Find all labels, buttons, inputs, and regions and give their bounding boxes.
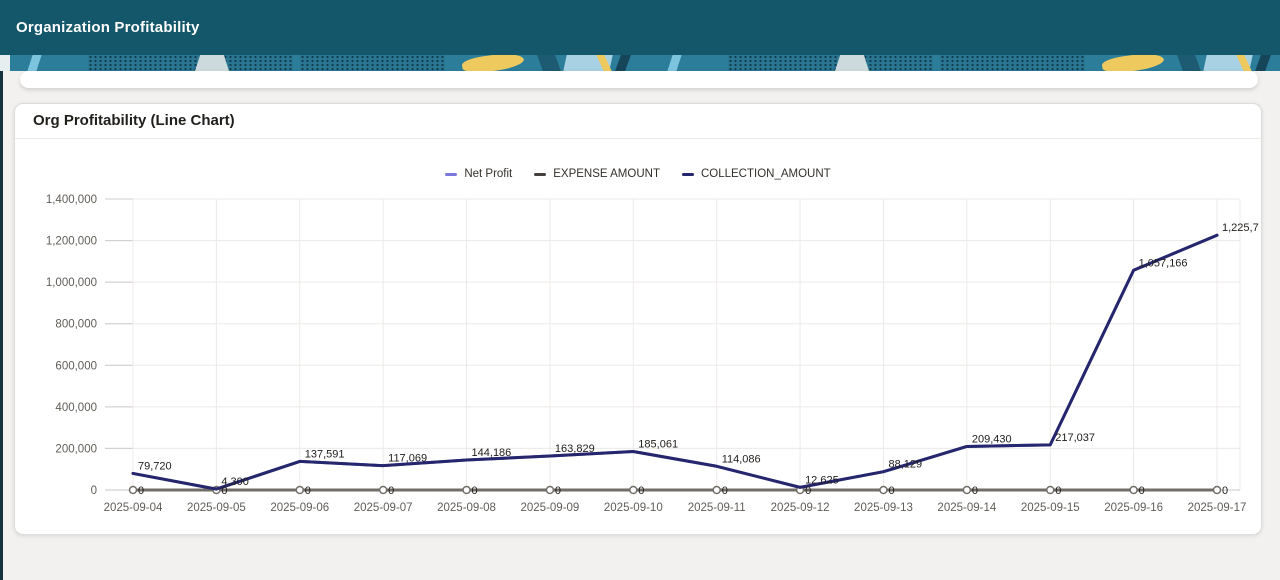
data-point-marker[interactable] (712, 485, 721, 495)
legend-item-expense-amount[interactable]: EXPENSE AMOUNT (534, 168, 660, 180)
legend-item-net-profit[interactable]: Net Profit (445, 168, 512, 180)
legend-label: COLLECTION_AMOUNT (700, 168, 831, 180)
data-point-label: 0 (388, 485, 394, 497)
chart-card: Org Profitability (Line Chart) (14, 103, 1262, 535)
banner-shape (195, 55, 229, 71)
x-axis-tick-label: 2025-09-13 (854, 502, 913, 514)
y-axis-tick-label: 800,000 (55, 319, 97, 331)
x-axis-tick-label: 2025-09-04 (104, 502, 163, 514)
banner-shape (728, 55, 933, 71)
legend-dash-icon (681, 172, 694, 176)
data-point-marker[interactable] (1129, 485, 1138, 495)
data-point-label: 217,037 (1055, 432, 1095, 444)
data-point-marker[interactable] (1045, 485, 1055, 495)
data-point-label: 0 (972, 485, 978, 497)
data-point-label: 79,720 (138, 460, 172, 472)
banner-decoration (0, 55, 1280, 71)
series-line-collection-amount (131, 233, 1219, 491)
data-point-label: 0 (1222, 485, 1228, 497)
data-point-marker[interactable] (128, 485, 138, 495)
page-title: Organization Profitability (16, 19, 200, 36)
x-axis-tick-label: 2025-09-08 (437, 502, 496, 514)
y-axis-tick-label: 600,000 (55, 360, 97, 372)
data-point-label: 0 (722, 485, 728, 497)
x-axis-tick-label: 2025-09-11 (688, 502, 746, 514)
banner-shape (88, 55, 293, 71)
banner-shape (835, 55, 869, 71)
banner-shape (300, 55, 445, 71)
data-point-label: 0 (638, 485, 644, 497)
y-axis-tick-label: 0 (91, 485, 97, 497)
series-line-net-profit (131, 233, 1219, 491)
data-point-marker[interactable] (295, 485, 305, 495)
app-header: Organization Profitability (0, 0, 1280, 55)
data-point-label: 0 (888, 485, 894, 497)
data-point-label: 12,625 (805, 474, 839, 486)
data-point-label: 0 (1055, 485, 1061, 497)
legend-item-collection-amount[interactable]: COLLECTION_AMOUNT (681, 168, 831, 180)
data-point-marker[interactable] (879, 485, 888, 495)
legend-label: Net Profit (464, 168, 513, 180)
previous-card-edge (20, 71, 1258, 88)
data-point-label: 88,129 (888, 459, 922, 471)
y-axis-tick-label: 400,000 (55, 402, 97, 414)
x-axis-tick-label: 2025-09-17 (1188, 502, 1247, 514)
x-axis-tick-label: 2025-09-07 (354, 502, 413, 514)
x-axis-tick-label: 2025-09-09 (521, 502, 580, 514)
data-point-marker[interactable] (962, 485, 972, 495)
data-point-label: 1,057,166 (1139, 257, 1188, 269)
data-point-label: 209,430 (972, 433, 1012, 445)
x-axis-tick-label: 2025-09-14 (937, 502, 996, 514)
data-point-label: 0 (305, 485, 311, 497)
y-axis-tick-label: 1,400,000 (46, 194, 97, 206)
data-point-label: 0 (555, 485, 561, 497)
data-point-label: 0 (805, 485, 811, 497)
legend-dash-icon (534, 172, 547, 176)
data-point-label: 0 (138, 485, 144, 497)
data-point-marker[interactable] (1212, 485, 1222, 495)
banner-shape (940, 55, 1085, 71)
legend-label: EXPENSE AMOUNT (553, 168, 660, 180)
data-point-label: 1,225,7 (1222, 222, 1259, 234)
x-axis-tick-label: 2025-09-05 (187, 502, 246, 514)
x-axis-tick-label: 2025-09-06 (270, 502, 329, 514)
chart-legend: Net Profit EXPENSE AMOUNT COLLECTION_AMOUN… (14, 168, 1262, 180)
y-axis-tick-label: 200,000 (55, 443, 97, 455)
chart-card-title: Org Profitability (Line Chart) (15, 104, 1261, 139)
data-point-label: 4,300 (221, 476, 249, 488)
left-edge-strip (0, 71, 3, 580)
data-point-label: 0 (221, 485, 227, 497)
x-axis-tick-label: 2025-09-10 (604, 502, 663, 514)
x-axis-tick-label: 2025-09-12 (771, 502, 830, 514)
x-axis-tick-label: 2025-09-16 (1104, 502, 1163, 514)
data-point-label: 144,186 (472, 447, 512, 459)
data-point-label: 114,086 (722, 453, 761, 465)
y-axis-tick-label: 1,200,000 (46, 236, 97, 248)
banner-shape (0, 55, 10, 71)
data-point-marker[interactable] (545, 485, 555, 495)
y-axis-tick-label: 1,000,000 (46, 277, 97, 289)
data-point-label: 185,061 (638, 439, 678, 451)
data-point-label: 0 (1139, 485, 1145, 497)
data-point-marker[interactable] (629, 485, 638, 495)
data-point-label: 117,069 (388, 453, 427, 465)
data-point-label: 137,591 (305, 448, 345, 460)
legend-dash-icon (445, 172, 458, 176)
data-point-marker[interactable] (378, 485, 388, 495)
data-point-label: 0 (472, 485, 478, 497)
x-axis-tick-label: 2025-09-15 (1021, 502, 1080, 514)
data-point-label: 163,829 (555, 443, 595, 455)
data-point-marker[interactable] (462, 485, 471, 495)
